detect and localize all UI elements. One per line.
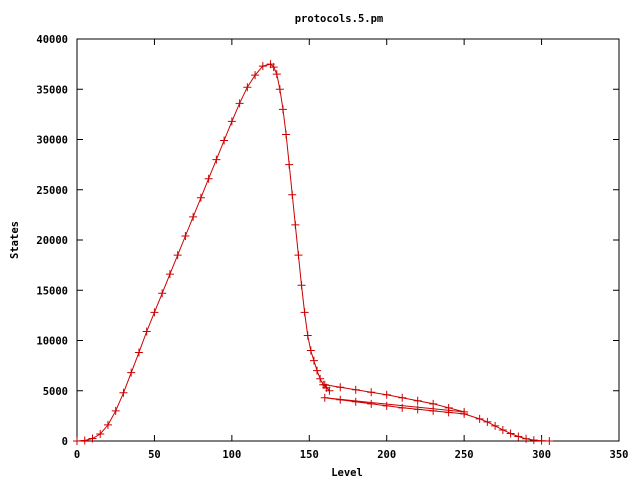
data-point [309, 356, 318, 365]
data-point [288, 190, 297, 199]
data-point [251, 71, 260, 80]
data-point [325, 386, 334, 395]
data-point [278, 105, 287, 114]
data-point [142, 327, 151, 336]
plot-area [76, 38, 620, 442]
data-point [367, 399, 376, 408]
data-point [413, 405, 422, 414]
x-tick-label: 50 [148, 449, 161, 461]
data-point [429, 406, 438, 415]
data-point [282, 130, 291, 139]
series-line [76, 63, 550, 442]
y-tick-label: 30000 [36, 135, 68, 147]
data-point [506, 429, 515, 438]
data-point [336, 383, 345, 392]
data-point [398, 403, 407, 412]
series-group [73, 60, 554, 445]
data-point [103, 420, 112, 429]
data-point [294, 251, 303, 260]
data-point [300, 308, 309, 317]
data-point [297, 281, 306, 290]
data-point [313, 366, 322, 375]
data-point [272, 70, 281, 79]
data-point [429, 399, 438, 408]
data-point [73, 437, 81, 445]
data-point [291, 220, 300, 229]
data-point [165, 270, 174, 279]
y-tick-label: 10000 [36, 336, 68, 348]
data-point [475, 414, 484, 423]
data-point [491, 421, 500, 430]
y-tick-label: 25000 [36, 185, 68, 197]
data-point [181, 231, 190, 240]
data-point [351, 397, 360, 406]
data-point [235, 99, 244, 108]
data-point [522, 434, 531, 443]
data-point [514, 432, 523, 441]
chart-title: protocols.5.pm [295, 13, 384, 25]
data-point [336, 395, 345, 404]
y-tick-label: 20000 [36, 235, 68, 247]
data-point [382, 401, 391, 410]
data-point [545, 437, 554, 445]
x-tick-label: 250 [455, 449, 474, 461]
data-point [367, 388, 376, 397]
y-tick-label: 35000 [36, 84, 68, 96]
y-axis-label: States [9, 221, 21, 259]
data-point [537, 436, 546, 445]
data-point [196, 193, 205, 202]
data-point [189, 212, 198, 221]
data-point [320, 380, 329, 389]
data-point [127, 368, 136, 377]
data-point [320, 393, 329, 402]
data-point [158, 289, 167, 298]
data-point [398, 393, 407, 402]
data-point [258, 62, 267, 71]
data-point [285, 160, 294, 169]
data-point [134, 348, 143, 357]
y-axis: 0 5000 10000 15000 20000 25000 30000 35000 40000 [36, 34, 619, 448]
data-point [220, 136, 229, 145]
data-point [204, 174, 213, 183]
data-point [88, 434, 97, 443]
x-tick-label: 350 [610, 449, 629, 461]
data-point [306, 346, 315, 355]
data-point [303, 331, 312, 340]
data-point [529, 436, 538, 445]
data-point [483, 417, 492, 426]
data-point [444, 408, 453, 417]
data-point [413, 396, 422, 405]
data-point [150, 308, 159, 317]
x-axis: 0 50 100 150 200 250 300 350 [74, 39, 629, 461]
y-tick-label: 40000 [36, 34, 68, 46]
data-point [316, 374, 325, 383]
y-tick-label: 15000 [36, 285, 68, 297]
data-point [269, 63, 278, 72]
y-tick-label: 5000 [43, 386, 68, 398]
x-tick-label: 300 [532, 449, 551, 461]
x-tick-label: 0 [74, 449, 80, 461]
data-point [382, 390, 391, 399]
x-tick-label: 100 [222, 449, 241, 461]
data-point [460, 409, 469, 418]
data-point [96, 429, 105, 438]
y-tick-label: 0 [62, 436, 68, 448]
data-point [227, 117, 236, 126]
x-axis-label: Level [331, 467, 363, 479]
x-tick-label: 200 [377, 449, 396, 461]
data-point [173, 251, 182, 260]
data-point [119, 388, 128, 397]
data-point [498, 425, 507, 434]
data-point [80, 436, 89, 445]
data-point [111, 406, 120, 415]
data-point [212, 155, 221, 164]
data-point [275, 85, 284, 94]
data-point [243, 83, 252, 92]
data-point [351, 385, 360, 394]
x-tick-label: 150 [300, 449, 319, 461]
